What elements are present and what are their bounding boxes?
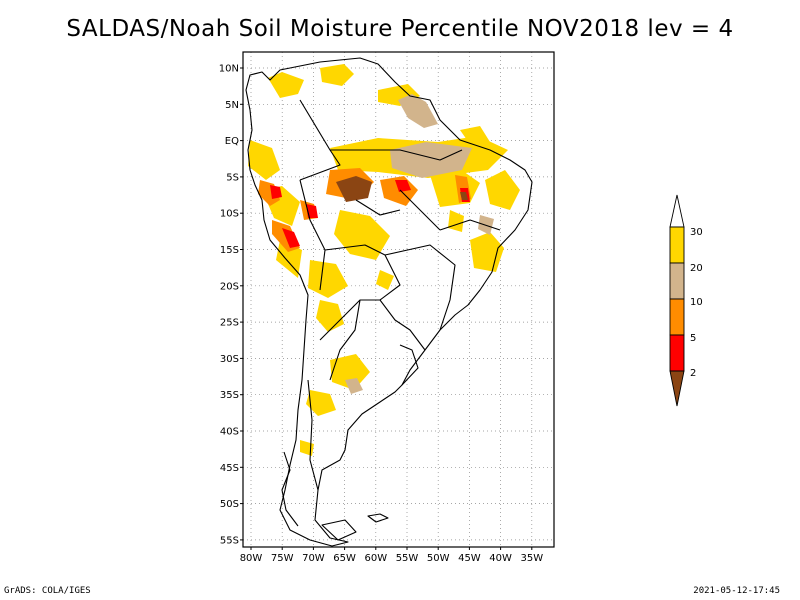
south-america-coastline xyxy=(245,57,533,547)
colorbar-label-30: 30 xyxy=(690,227,703,238)
colorbar-segment-20-30 xyxy=(669,226,685,264)
lat-tick-label: 5N xyxy=(225,100,239,111)
colorbar-top-arrow xyxy=(669,194,685,228)
gridlines xyxy=(243,52,554,547)
border-11 xyxy=(399,189,441,231)
soil-moisture-patches xyxy=(248,64,520,456)
lat-tick-label: 20S xyxy=(220,281,239,292)
colorbar-bottom-arrow xyxy=(669,370,685,407)
border-12 xyxy=(355,199,401,216)
lat-tick-label: 40S xyxy=(220,427,239,438)
lat-tick-label: 45S xyxy=(220,463,239,474)
percentile-below-2-areas xyxy=(336,176,468,202)
border-6 xyxy=(379,299,426,351)
tierra-del-fuego xyxy=(321,519,357,541)
percentile-10-20-areas xyxy=(345,94,494,394)
border-7 xyxy=(329,299,361,381)
footer-timestamp: 2021-05-12-17:45 xyxy=(693,586,780,596)
lat-tick-label: 15S xyxy=(220,245,239,256)
lon-tick-label: 40W xyxy=(489,553,512,564)
colorbar-segment-2-5 xyxy=(669,334,685,372)
lat-tick-label: 55S xyxy=(220,535,239,546)
lon-tick-label: 55W xyxy=(396,553,419,564)
chilean-archipelago xyxy=(281,451,299,527)
colorbar-label-10: 10 xyxy=(690,297,703,308)
lon-tick-label: 50W xyxy=(427,553,450,564)
lon-tick-label: 45W xyxy=(458,553,481,564)
border-3 xyxy=(299,179,326,291)
border-4 xyxy=(319,244,401,341)
lon-tick-label: 60W xyxy=(364,553,387,564)
map-frame xyxy=(242,51,555,548)
percentile-20-30-areas xyxy=(248,64,520,456)
lat-tick-label: 50S xyxy=(220,499,239,510)
lon-tick-label: 70W xyxy=(302,553,325,564)
lat-tick-label: 25S xyxy=(220,318,239,329)
colorbar-segment-5-10 xyxy=(669,298,685,336)
border-8 xyxy=(399,344,419,386)
colorbar-segment-10-20 xyxy=(669,262,685,300)
colorbar-label-5: 5 xyxy=(690,333,696,344)
coastline xyxy=(245,57,533,547)
lat-tick-label: 5S xyxy=(226,172,239,183)
border-5 xyxy=(384,244,456,331)
footer-credit: GrADS: COLA/IGES xyxy=(4,586,91,596)
map-title: SALDAS/Noah Soil Moisture Percentile NOV… xyxy=(66,16,734,42)
lon-tick-label: 35W xyxy=(520,553,543,564)
lat-tick-label: EQ xyxy=(225,136,239,147)
lat-tick-label: 10N xyxy=(219,64,239,75)
border-2 xyxy=(330,149,463,161)
latitude-axis: 10N 5N EQ 5S 10S 15S 20S 25S 30S 35S 40S 45S 50S 55S xyxy=(219,64,243,546)
colorbar-label-20: 20 xyxy=(690,263,703,274)
lon-tick-label: 65W xyxy=(333,553,356,564)
colorbar xyxy=(669,194,685,407)
border-10 xyxy=(439,219,501,231)
longitude-axis: 80W 75W 70W 65W 60W 55W 50W 45W 40W 35W xyxy=(240,547,543,564)
lon-tick-label: 80W xyxy=(240,553,263,564)
border-1 xyxy=(299,99,341,181)
lat-tick-label: 35S xyxy=(220,390,239,401)
colorbar-label-2: 2 xyxy=(690,368,696,379)
lon-tick-label: 75W xyxy=(271,553,294,564)
border-9 xyxy=(307,379,319,491)
lat-tick-label: 10S xyxy=(220,209,239,220)
falkland-islands xyxy=(367,513,389,523)
lat-tick-label: 30S xyxy=(220,354,239,365)
